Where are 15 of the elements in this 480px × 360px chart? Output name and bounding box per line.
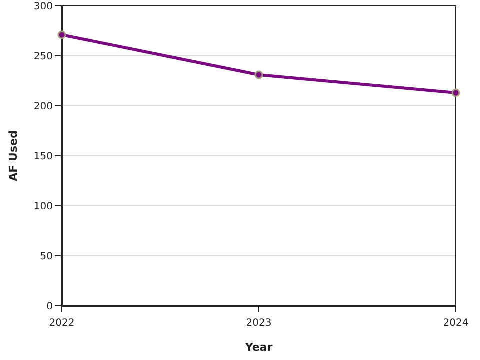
point — [452, 88, 460, 98]
x-tick-label: 2024 — [443, 318, 469, 329]
point — [254, 70, 264, 80]
y-tick-label: 300 — [34, 2, 53, 12]
y-tick-label: 250 — [34, 52, 53, 62]
y-tick-label: 100 — [34, 202, 53, 212]
y-axis-title: AF Used — [7, 130, 20, 182]
x-tick-label: 2023 — [246, 318, 272, 329]
y-tick-label: 150 — [34, 152, 53, 162]
x-axis-title: Year — [244, 341, 274, 354]
y-tick-label: 200 — [34, 102, 53, 112]
y-tick-label: 50 — [40, 252, 53, 262]
x-tick-label: 2022 — [49, 318, 75, 329]
y-tick-label: 0 — [46, 302, 53, 312]
point — [58, 30, 66, 40]
